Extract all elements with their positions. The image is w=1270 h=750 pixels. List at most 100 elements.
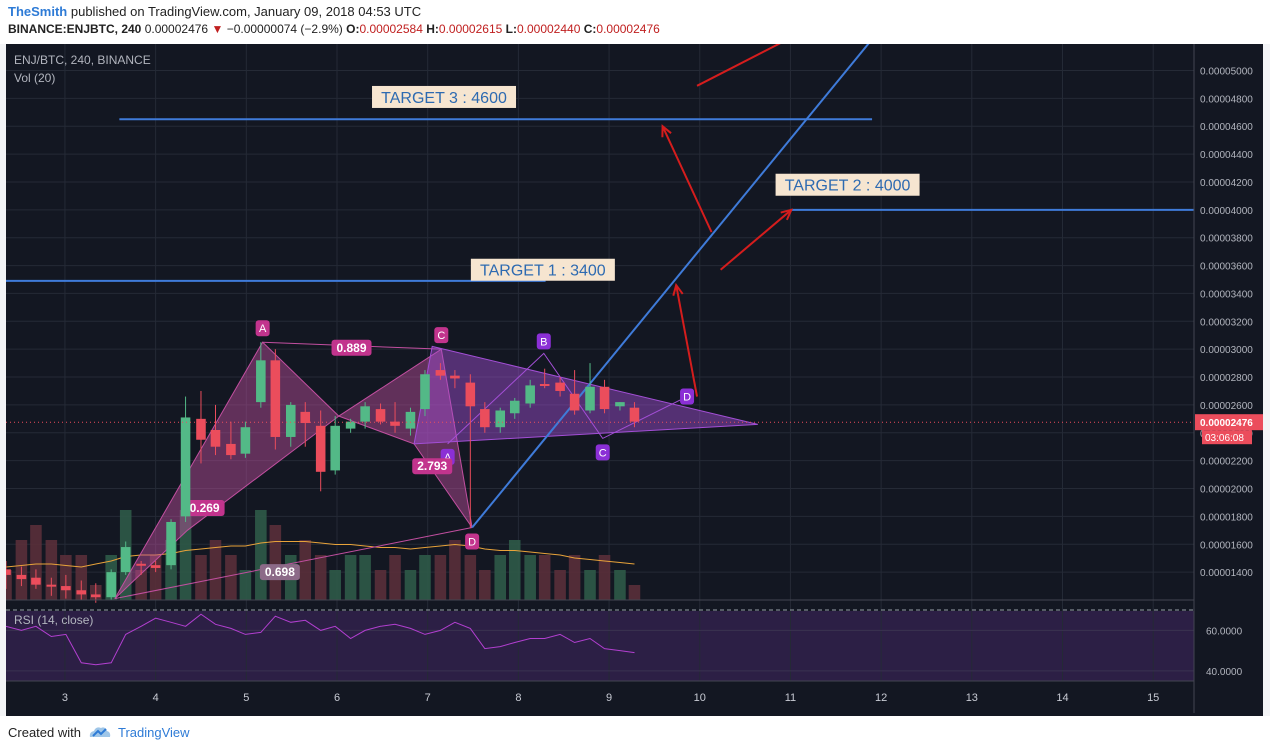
volume-bar [374,570,387,600]
ratio-marker [259,564,300,581]
volume-bar [359,555,371,600]
pattern-point-marker [255,320,270,337]
volume-bar [255,510,267,600]
chart-canvas[interactable]: TARGET 1 : 3400 TARGET 2 : 4000 TARGET 3 :… [0,27,1263,716]
price-tick-label: 0.00004200 [1200,178,1253,189]
pattern-point-marker [536,333,551,350]
last-price: 0.00002476 [144,22,209,36]
quote-line: BINANCE:ENJBTC, 240 0.00002476 ▼ −0.0000… [8,22,660,36]
price-tick-label: 0.00004400 [1200,150,1253,161]
rsi-line [5,613,635,666]
time-tick-label: 8 [515,692,521,704]
chart-background [6,44,1263,716]
candle-body [375,409,386,422]
candle-body [76,590,87,595]
candles [1,342,640,603]
volume-bar [419,555,431,600]
volume-bar [434,555,447,600]
candle-body [480,409,490,428]
time-tick-label: 4 [153,692,159,704]
volume-bar [179,510,192,600]
candle-body [1,569,11,575]
candle-body [539,384,550,387]
chart-area[interactable]: TARGET 1 : 3400 TARGET 2 : 4000 TARGET 3 :… [0,27,1263,716]
down-arrow-icon: ▼ [211,22,224,36]
time-tick-label: 9 [606,692,612,704]
close-label: C: [583,22,597,36]
ratio-label: 0.889 [337,341,367,355]
rsi-tick-label: 40.0000 [1206,667,1243,678]
volume-ma-line [5,541,635,568]
candle-body [226,443,236,456]
high-value: 0.00002615 [438,22,503,36]
rsi-indicator-label: RSI (14, close) [14,613,93,627]
volume-bar [30,525,42,600]
price-tick-label: 0.00002600 [1200,401,1253,412]
tradingview-brand-link[interactable]: TradingView [118,725,190,740]
author-link[interactable]: TheSmith [8,4,68,19]
time-tick-label: 10 [694,692,706,704]
time-tick-label: 5 [243,692,249,704]
candle-body [270,360,281,437]
candle-body [525,385,535,404]
volume-bar [75,555,88,600]
candle-body [569,393,580,411]
arrow-line [719,209,792,271]
time-tick-label: 13 [966,692,978,704]
countdown-badge [1202,430,1252,445]
candle-body [330,425,340,471]
price-tick-label: 0.00003000 [1200,345,1253,356]
candle-body [16,574,27,580]
axes: 0.00001400 0.00001600 0.00001800 0.00002000… [6,44,1263,713]
price-tick-label: 0.00001600 [1200,540,1253,551]
pattern-point-marker [434,327,449,344]
target-label-box [775,173,920,196]
volume-bar [344,555,357,600]
time-tick-label: 15 [1147,692,1159,704]
candle-body [300,411,311,424]
candle-body [435,370,446,376]
pattern-point-label: B [540,336,547,348]
arrow-line [661,125,713,233]
volume-bar [239,570,252,600]
candle-body [285,404,296,437]
target-label-box [372,85,517,108]
price-tick-label: 0.00005000 [1200,66,1253,77]
candle-body [420,374,430,410]
pane-symbol: ENJ/BTC, 240, BINANCE [14,53,151,67]
volume-bar [329,570,341,600]
volume-bar [299,540,312,600]
price-tick-label: 0.00004600 [1200,122,1253,133]
price-tick-label: 0.00003400 [1200,289,1253,300]
price-change: −0.00000074 (−2.9%) [226,22,343,36]
candle-body [495,410,506,428]
volume-bar [135,570,147,600]
ratio-marker [412,458,453,475]
target-label: TARGET 1 : 3400 [480,263,606,280]
ratio-label: 0.269 [190,501,220,515]
arrow-line [675,284,699,397]
candle-body [46,584,57,587]
price-tick-label: 0.00001400 [1200,568,1253,579]
candle-body [61,586,71,591]
volume-bar [614,570,626,600]
pattern-point-label: C [437,330,445,342]
time-tick-label: 11 [785,692,796,704]
volume-bar [479,570,491,600]
time-tick-label: 7 [425,692,431,704]
chart-footer: Created with TradingView [0,716,1270,750]
price-tick-label: 0.00001800 [1200,512,1253,523]
volume-bar [508,540,521,600]
pattern-line [114,527,473,600]
candle-body [599,386,610,410]
volume-bar [494,555,507,600]
volume-bar [554,570,566,600]
low-label: L: [505,22,517,36]
high-label: H: [426,22,439,36]
volume-bar [524,555,536,600]
chart-header: TheSmith published on TradingView.com, J… [0,0,1270,44]
price-tick-label: 0.00002200 [1200,457,1253,468]
volume-bar [464,555,477,600]
candle-body [390,421,400,426]
low-value: 0.00002440 [516,22,581,36]
